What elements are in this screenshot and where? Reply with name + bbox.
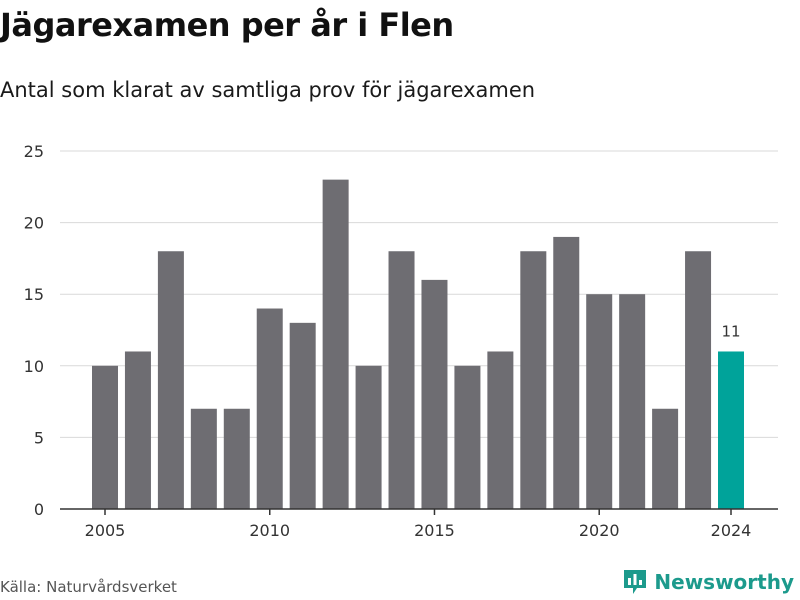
y-tick-label: 0 <box>34 500 44 519</box>
bar <box>454 365 481 509</box>
bar <box>223 408 250 509</box>
bar <box>322 179 349 509</box>
data-label: 11 <box>721 322 740 340</box>
bar <box>520 251 547 509</box>
bar <box>289 322 316 509</box>
bar-chart: 0 5 10 15 20 25 11 2005 2010 2015 2020 2024 <box>24 142 778 540</box>
y-tick-label: 20 <box>24 214 44 233</box>
bar <box>718 351 744 509</box>
bar <box>652 408 679 509</box>
source-note: Källa: Naturvårdsverket <box>0 578 177 596</box>
y-tick-label: 10 <box>24 357 44 376</box>
x-tick-label: 2015 <box>414 521 455 540</box>
chart-title: Jägarexamen per år i Flen <box>0 6 454 44</box>
x-tick-label: 2024 <box>711 521 752 540</box>
y-tick-label: 25 <box>24 142 44 161</box>
bar <box>619 294 646 509</box>
bar <box>157 251 184 509</box>
y-tick-label: 5 <box>34 428 44 447</box>
bar <box>553 236 580 510</box>
bar <box>190 408 217 509</box>
brand-logo: Newsworthy <box>622 568 794 596</box>
x-tick-label: 2005 <box>85 521 126 540</box>
bar <box>388 251 415 509</box>
bar <box>355 365 382 509</box>
bar <box>586 294 613 509</box>
brand-name: Newsworthy <box>654 570 794 594</box>
bar <box>92 365 118 509</box>
bar <box>124 351 151 509</box>
bar <box>421 279 448 509</box>
bar <box>685 251 712 509</box>
bar <box>256 308 283 509</box>
y-tick-label: 15 <box>24 285 44 304</box>
bar <box>487 351 514 509</box>
newsworthy-logo-icon <box>624 570 647 594</box>
x-tick-label: 2020 <box>579 521 620 540</box>
x-tick-label: 2010 <box>249 521 290 540</box>
chart-subtitle: Antal som klarat av samtliga prov för jä… <box>0 78 536 102</box>
